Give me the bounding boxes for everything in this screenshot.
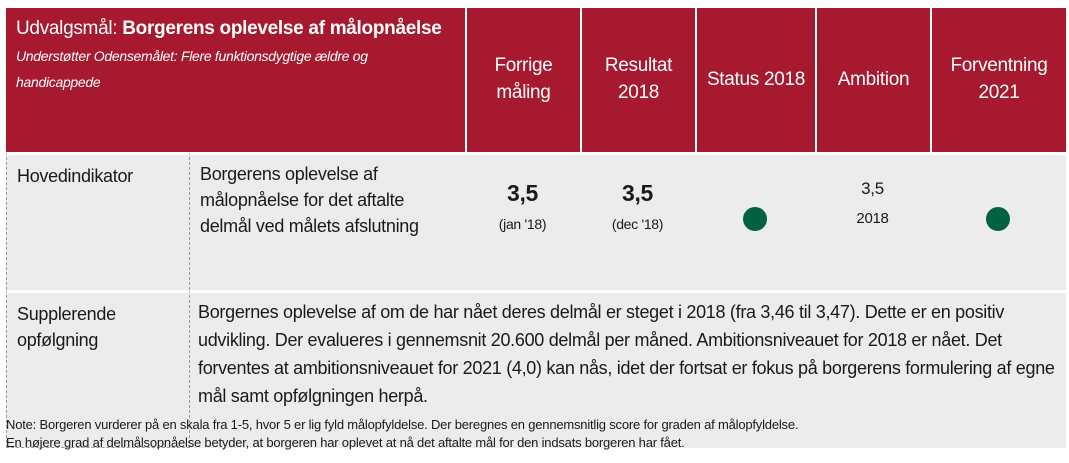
column-header: Status 2018 bbox=[695, 8, 815, 152]
row-label: Hovedindikator bbox=[6, 152, 190, 290]
previous-cell: 3,5 (jan '18) bbox=[465, 152, 580, 290]
previous-value: 3,5 bbox=[506, 180, 539, 206]
title: Borgerens oplevelse af målopnåelse bbox=[122, 18, 442, 39]
result-note: (dec '18) bbox=[611, 216, 664, 233]
forecast-dot bbox=[986, 206, 1010, 231]
main-indicator-row: Hovedindikator Borgerens oplevelse af må… bbox=[6, 152, 1066, 290]
note-line: Note: Borgeren vurderer på en skala fra … bbox=[6, 417, 799, 432]
column-header: Ambition bbox=[815, 8, 930, 152]
goal-table: Udvalgsmål: Borgerens oplevelse af målop… bbox=[6, 8, 1066, 448]
forecast-cell bbox=[930, 152, 1066, 290]
ambition-value: 3,5 bbox=[861, 179, 884, 198]
description: Borgerens oplevelse af målopnåelse for d… bbox=[190, 152, 465, 290]
column-header: Forventning 2021 bbox=[930, 8, 1066, 152]
note-line: En højere grad af delmålsopnåelse betyde… bbox=[6, 434, 685, 450]
previous-note: (jan '18) bbox=[498, 216, 547, 233]
result-cell: 3,5 (dec '18) bbox=[580, 152, 695, 290]
header-title-cell: Udvalgsmål: Borgerens oplevelse af målop… bbox=[6, 8, 465, 152]
result-value: 3,5 bbox=[621, 180, 654, 206]
title-label: Udvalgsmål: bbox=[16, 18, 118, 39]
status-dot bbox=[743, 206, 767, 231]
subtitle: Understøtter Odensemålet: Flere funktion… bbox=[16, 47, 368, 91]
column-header: Forrige måling bbox=[465, 8, 580, 152]
header-row: Udvalgsmål: Borgerens oplevelse af målop… bbox=[6, 8, 1066, 152]
row-label: Supplerende opfølgning bbox=[6, 290, 190, 448]
column-header: Resultat 2018 bbox=[580, 8, 695, 152]
followup-text: Borgernes oplevelse af om de har nået de… bbox=[190, 290, 1066, 448]
ambition-cell: 3,5 2018 bbox=[815, 152, 930, 290]
status-cell bbox=[695, 152, 815, 290]
ambition-note: 2018 bbox=[856, 209, 889, 227]
followup-row: Supplerende opfølgning Borgernes oplevel… bbox=[6, 290, 1066, 448]
note: Note: Borgeren vurderer på en skala fra … bbox=[6, 416, 798, 451]
